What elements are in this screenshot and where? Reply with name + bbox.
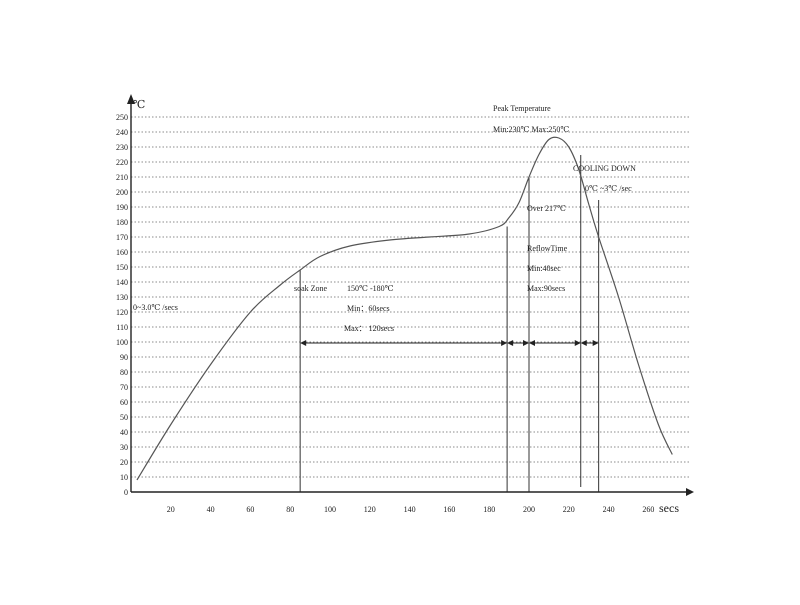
y-tick-label: 90 (120, 353, 128, 362)
y-tick-label: 30 (120, 443, 128, 452)
x-tick-label: 120 (364, 505, 376, 514)
y-tick-label: 220 (116, 158, 128, 167)
peak-temperature-title: Peak Temperature (493, 104, 551, 113)
soak-duration-arrow-left-head (300, 340, 307, 346)
y-tick-label: 150 (116, 263, 128, 272)
soak-min-time: Min：60secs (347, 304, 390, 313)
y-tick-label: 190 (116, 203, 128, 212)
ramp-to-reflow-arrow-right-head (523, 340, 529, 346)
x-axis-arrowhead (686, 488, 694, 496)
peak-to-cooling-arrow-right-head (592, 340, 599, 346)
y-tick-label: 0 (124, 488, 128, 497)
y-tick-label: 240 (116, 128, 128, 137)
y-tick-label: 250 (116, 113, 128, 122)
soak-zone-label: soak Zone (294, 284, 328, 293)
reflow-duration-arrow-right-head (574, 340, 581, 346)
peak-temperature-range: Min:230℃ Max:250℃ (493, 125, 569, 134)
cooling-down-title: COOLING DOWN (573, 164, 636, 173)
x-tick-label: 260 (642, 505, 654, 514)
y-tick-label: 80 (120, 368, 128, 377)
x-tick-label: 100 (324, 505, 336, 514)
y-tick-label: 50 (120, 413, 128, 422)
reflow-time-min: Min:40sec (527, 264, 561, 273)
y-tick-label: 10 (120, 473, 128, 482)
x-axis-label: secs (659, 501, 679, 515)
x-tick-label: 40 (207, 505, 215, 514)
x-tick-label: 200 (523, 505, 535, 514)
x-tick-label: 80 (286, 505, 294, 514)
x-tick-label: 220 (563, 505, 575, 514)
x-tick-label: 20 (167, 505, 175, 514)
y-tick-label: 120 (116, 308, 128, 317)
x-tick-label: 140 (404, 505, 416, 514)
y-tick-label: 40 (120, 428, 128, 437)
reflow-time-max: Max:90secs (527, 284, 565, 293)
y-tick-label: 130 (116, 293, 128, 302)
soak-duration-arrow-right-head (501, 340, 508, 346)
peak-to-cooling-arrow-left-head (580, 340, 587, 346)
y-tick-label: 110 (116, 323, 128, 332)
y-tick-label: 210 (116, 173, 128, 182)
y-axis-arrowhead (127, 94, 135, 104)
y-tick-label: 180 (116, 218, 128, 227)
x-tick-label: 160 (443, 505, 455, 514)
reflow-duration-arrow-left-head (529, 340, 535, 346)
y-tick-label: 100 (116, 338, 128, 347)
y-tick-label: 230 (116, 143, 128, 152)
ramp-rate-label: 0~3.0℃ /secs (133, 303, 178, 312)
soak-temperature-range: 150℃ -180℃ (347, 284, 394, 293)
y-axis-unit-label: ℃ (133, 99, 145, 111)
y-tick-label: 160 (116, 248, 128, 257)
y-tick-label: 70 (120, 383, 128, 392)
y-tick-label: 60 (120, 398, 128, 407)
y-tick-label: 20 (120, 458, 128, 467)
y-tick-label: 140 (116, 278, 128, 287)
x-tick-label: 60 (246, 505, 254, 514)
x-tick-label: 180 (483, 505, 495, 514)
over-temperature-label: Over 217℃ (527, 204, 566, 213)
y-tick-label: 170 (116, 233, 128, 242)
ramp-to-reflow-arrow-left-head (507, 340, 514, 346)
temperature-profile-curve (136, 136, 673, 481)
soak-max-time: Max： 120secs (344, 324, 394, 333)
y-tick-label: 200 (116, 188, 128, 197)
reflow-time-title: ReflowTime (527, 244, 568, 253)
x-tick-label: 240 (603, 505, 615, 514)
cooling-rate-label: 0℃ ~3℃ /sec (585, 184, 632, 193)
